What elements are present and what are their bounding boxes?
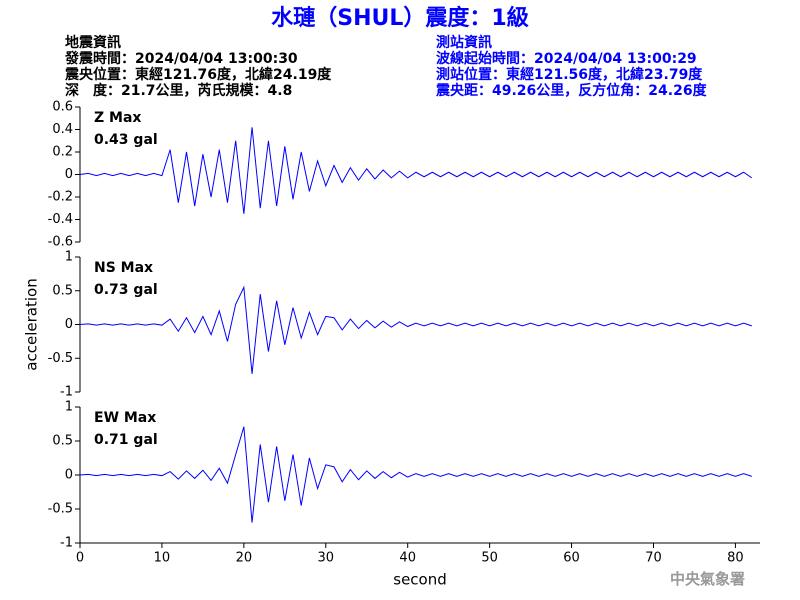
x-tick-label: 60 (563, 551, 580, 566)
chart-title: 水璉（SHUL）震度：1級 (271, 5, 528, 31)
annotation: 0.43 gal (94, 132, 158, 148)
x-axis-label: second (393, 571, 447, 589)
waveform (79, 426, 752, 523)
info-line: 發震時間：2024/04/04 13:00:30 (64, 50, 298, 67)
x-tick-label: 40 (399, 551, 416, 566)
y-tick-label: 0 (65, 167, 73, 182)
y-tick-label: 0 (65, 317, 73, 332)
station-line: 測站位置：東經121.56度，北緯23.79度 (436, 66, 703, 83)
y-tick-label: 0.5 (52, 283, 73, 298)
info-line: 深 度：21.7公里，芮氏規模：4.8 (65, 82, 292, 99)
y-tick-label: -0.2 (48, 190, 73, 205)
x-tick-label: 50 (481, 551, 498, 566)
x-tick-label: 70 (645, 551, 662, 566)
y-tick-label: -1 (60, 536, 73, 551)
x-tick-label: 80 (727, 551, 744, 566)
station-line: 波線起始時間：2024/04/04 13:00:29 (436, 50, 697, 67)
x-tick-label: 20 (236, 551, 253, 566)
annotation: 0.71 gal (94, 432, 158, 448)
footer: 中央氣象署 (670, 570, 745, 588)
info-line: 震央位置：東經121.76度，北緯24.19度 (64, 66, 332, 83)
y-tick-label: 0.6 (52, 100, 73, 115)
y-tick-label: -0.6 (48, 235, 73, 250)
annotation: Z Max (94, 110, 141, 126)
x-tick-label: 0 (76, 551, 84, 566)
y-tick-label: 0 (65, 468, 73, 483)
y-tick-label: -0.5 (48, 502, 73, 517)
waveform (79, 285, 752, 374)
x-tick-label: 30 (318, 551, 335, 566)
y-tick-label: 0.5 (52, 434, 73, 449)
y-tick-label: 1 (65, 400, 73, 415)
x-tick-label: 10 (154, 551, 171, 566)
y-tick-label: -0.4 (48, 212, 73, 227)
y-tick-label: -1 (60, 385, 73, 400)
info-line: 地震資訊 (65, 34, 121, 51)
y-tick-label: -0.5 (48, 351, 73, 366)
y-tick-label: 0.2 (52, 145, 73, 160)
station-line: 測站資訊 (436, 34, 492, 51)
y-tick-label: 1 (65, 250, 73, 265)
y-tick-label: 0.4 (52, 122, 73, 137)
y-axis-label: acceleration (23, 278, 41, 370)
station-line: 震央距：49.26公里，反方位角：24.26度 (435, 82, 708, 99)
annotation: 0.73 gal (94, 282, 158, 298)
annotation: NS Max (94, 260, 153, 276)
annotation: EW Max (94, 410, 156, 426)
waveform (79, 127, 753, 214)
